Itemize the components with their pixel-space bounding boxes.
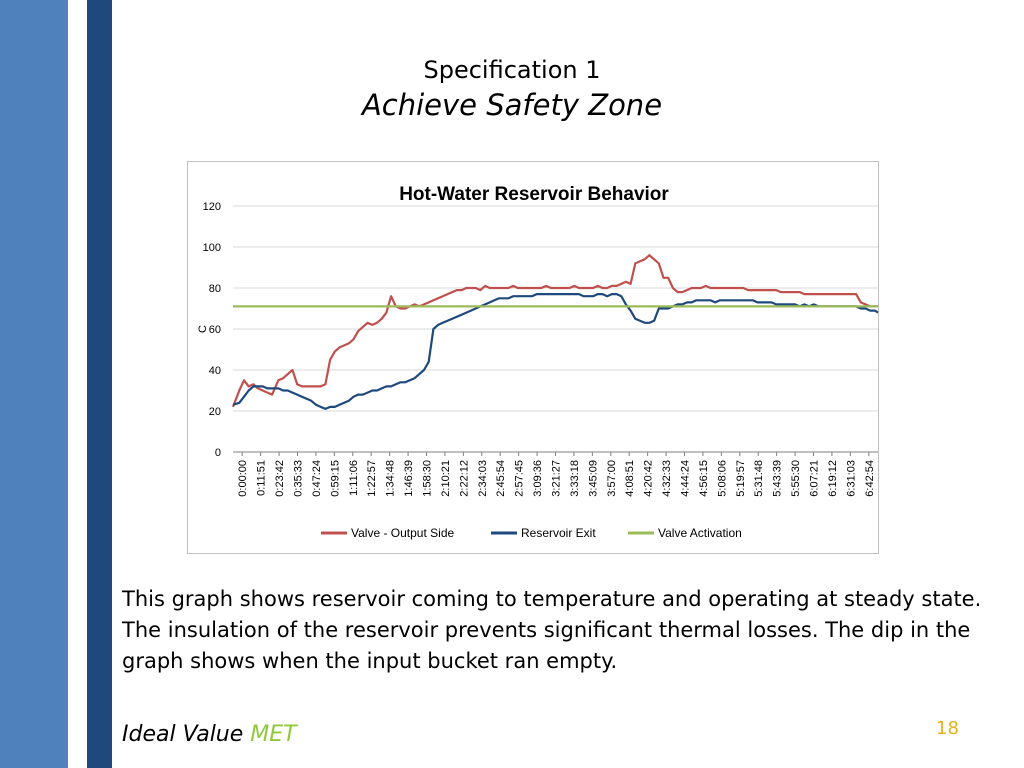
y-tick-label: 40: [209, 365, 221, 377]
y-tick-label: 60: [209, 324, 221, 336]
grid-layer: [233, 205, 878, 453]
x-tick-label: 1:22:57: [366, 460, 378, 497]
x-tick-label: 0:35:33: [293, 460, 305, 497]
y-tick-label: 0: [215, 447, 221, 459]
x-tick-label: 1:58:30: [422, 460, 434, 497]
y-axis-label: C: [197, 325, 209, 333]
x-tick-label: 3:21:27: [551, 460, 563, 497]
x-tick-label: 2:10:21: [440, 460, 452, 497]
description-text: This graph shows reservoir coming to tem…: [122, 587, 982, 673]
x-tick-label: 3:33:18: [569, 460, 581, 497]
legend-label: Valve - Output Side: [351, 526, 454, 540]
y-tick-label: 100: [203, 242, 221, 254]
decorative-bar-light: [0, 0, 68, 768]
legend-label: Valve Activation: [658, 526, 742, 540]
x-tick-label: 6:19:12: [827, 460, 839, 497]
chart-title: Hot-Water Reservoir Behavior: [399, 184, 669, 205]
y-tick-label: 20: [209, 406, 221, 418]
x-tick-label: 1:46:39: [403, 460, 415, 497]
ideal-value-status: MET: [250, 722, 297, 747]
x-tick-label: 6:42:54: [864, 460, 876, 497]
x-tick-label: 0:59:15: [329, 460, 341, 497]
x-tick-label: 6:31:03: [845, 460, 857, 497]
x-tick-label: 5:08:06: [716, 460, 728, 497]
x-tick-label: 4:56:15: [698, 460, 710, 497]
x-tick-label: 5:55:30: [790, 460, 802, 497]
series-layer: [231, 254, 879, 410]
legend: Valve - Output Side Reservoir Exit Valve A…: [321, 526, 742, 540]
x-tick-label: 3:09:36: [532, 460, 544, 497]
ideal-value-line: Ideal Value MET: [122, 722, 297, 747]
x-tick-label: 0:11:51: [256, 460, 268, 496]
x-tick-label: 0:47:24: [311, 460, 323, 497]
x-tick-label: 5:31:48: [753, 460, 765, 497]
x-tick-label: 1:11:06: [348, 460, 360, 496]
x-tick-label: 5:43:39: [772, 460, 784, 497]
page-number: 18: [936, 718, 959, 739]
axis-layer: 0 20 40 60 80 100 120 C 0:00:00 0:11:51 0:23:42 0:3…: [197, 201, 878, 497]
x-tick-label: 3:45:09: [587, 460, 599, 497]
slide-title: Specification 1: [423, 56, 601, 84]
chart-svg: Hot-Water Reservoir Behavior 0 20 40 60 80 10…: [197, 184, 879, 540]
y-tick-label: 80: [209, 283, 221, 295]
x-tick-label: 4:20:42: [643, 460, 655, 497]
x-tick-label: 0:00:00: [237, 460, 249, 497]
x-tick-label: 0:23:42: [274, 460, 286, 497]
slide-subtitle: Achieve Safety Zone: [361, 88, 663, 122]
x-tick-label: 4:44:24: [680, 460, 692, 497]
x-tick-label: 2:22:12: [458, 460, 470, 497]
x-tick-label: 4:08:51: [624, 460, 636, 497]
x-tick-label: 4:32:33: [661, 460, 673, 497]
x-tick-label: 2:57:45: [514, 460, 526, 497]
x-tick-label: 2:34:03: [477, 460, 489, 497]
chart-container: Hot-Water Reservoir Behavior 0 20 40 60 80 10…: [187, 161, 879, 554]
x-tick-label: 6:07:21: [809, 460, 821, 497]
decorative-bar-dark: [87, 0, 112, 768]
x-tick-label: 1:34:48: [385, 460, 397, 497]
x-tick-label: 3:57:00: [606, 460, 618, 497]
legend-label: Reservoir Exit: [521, 526, 596, 540]
series-line-1: [231, 254, 878, 408]
ideal-value-label: Ideal Value: [122, 722, 244, 747]
x-tick-label: 5:19:57: [735, 460, 747, 497]
x-tick-label: 2:45:54: [495, 460, 507, 497]
series-line-2: [232, 293, 879, 410]
y-tick-label: 120: [203, 201, 221, 213]
